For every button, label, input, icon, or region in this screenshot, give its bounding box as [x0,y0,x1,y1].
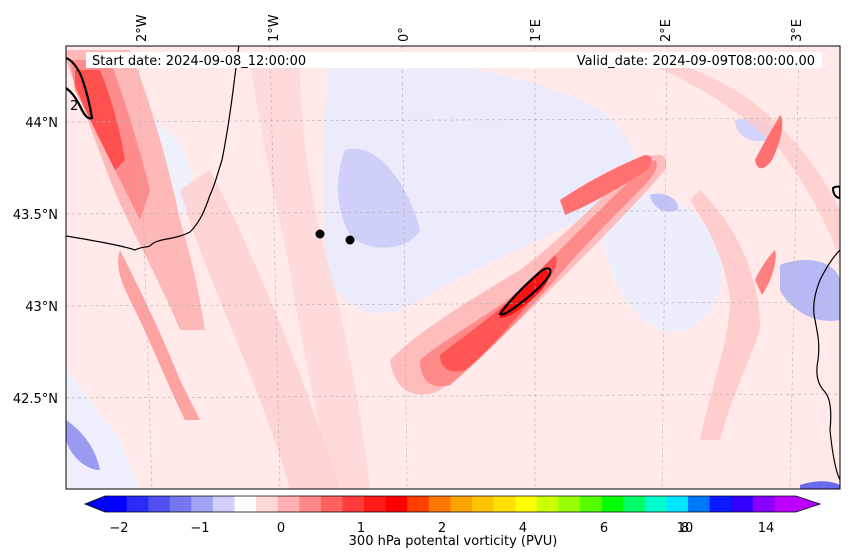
colorbar-cells [105,496,797,512]
colorbar-tick: 14 [758,521,775,536]
colorbar-cell [169,496,192,512]
colorbar-cell [688,496,711,512]
lat-tick: 43.5°N [13,208,58,223]
pv-field: 2 [66,46,840,489]
colorbar-cell [364,496,387,512]
colorbar-cell [385,496,408,512]
lat-tick: 42.5°N [13,392,58,407]
colorbar-cell [342,496,365,512]
lat-ticks: 44°N 43.5°N 43°N 42.5°N [13,116,58,407]
colorbar-tick: 0 [277,521,285,536]
colorbar-cell [558,496,581,512]
colorbar-cell [774,496,797,512]
pv-band-ne [640,60,840,260]
station-1 [315,229,325,239]
colorbar-cell [601,496,624,512]
coastline-mediterranean [813,249,840,481]
pv-neg-area-center [322,59,634,314]
colorbar-cell [493,496,516,512]
colorbar-cell [580,496,603,512]
lon-ticks: 2°W 1°W 0° 1°E 2°E 3°E [135,14,805,42]
colorbar-tick: −1 [190,521,209,536]
pv-streak-ne [755,115,783,169]
colorbar-cell [277,496,300,512]
colorbar-cell [299,496,322,512]
pv-neg-area-east [600,192,722,332]
map-frame [65,45,841,490]
colorbar-cell [450,496,473,512]
colorbar-cell [256,496,279,512]
colorbar-cell [666,496,689,512]
pv-streak-east [755,250,776,295]
colorbar-cell [536,496,559,512]
pv-band-middle [250,60,370,489]
colorbar-cell [234,496,257,512]
colorbar-cell [752,496,775,512]
colorbar-tick: −2 [109,521,128,536]
lat-tick: 43°N [25,300,58,315]
lon-tick: 1°E [529,19,544,42]
colorbar-cell [515,496,538,512]
pv-contour-2-nw [66,56,94,120]
colorbar-ticks: −2 −1 0 1 2 4 6 8 10 14 [109,521,774,536]
coastline-biscay [66,46,240,251]
colorbar-tick: 10 [677,521,694,536]
pv-band-south [180,170,340,489]
lon-tick: 2°W [135,14,150,42]
lon-tick: 1°W [267,14,282,42]
colorbar-min-extend [85,496,105,512]
pv-neg-blob-e2 [780,260,840,321]
map-panel: 2 Start date: 2024-09-08_12:00:00 Valid_… [65,45,841,490]
colorbar-cell [644,496,667,512]
pv-neg-blob-center [338,148,420,248]
valid-date-label: Valid_date: 2024-09-09T08:00:00.00 [577,54,815,69]
colorbar-cell [623,496,646,512]
colorbar-cell [191,496,214,512]
pv-neg-blob-sw [66,420,100,470]
pv-filament-core [500,270,550,318]
header-strip [86,52,822,68]
colorbar-cell [731,496,754,512]
colorbar-max-extend [796,496,820,512]
colorbar-cell [212,496,235,512]
colorbar-tick: 1 [357,521,365,536]
colorbar-cell [472,496,495,512]
colorbar-outline [83,495,822,513]
contour-label: 2 [70,99,78,114]
colorbar: −2 −1 0 1 2 4 6 8 10 14 300 hPa potental… [83,495,822,549]
lon-tick: 2°E [659,19,674,42]
colorbar-cell [105,496,127,512]
pv-streak-sw [118,250,200,420]
colorbar-cell [428,496,451,512]
pv-neg-blob-s [800,481,840,489]
colorbar-tick: 2 [438,521,446,536]
colorbar-tick: 6 [600,521,608,536]
lat-tick: 44°N [25,116,58,131]
colorbar-label: 300 hPa potental vorticity (PVU) [349,534,558,549]
lon-tick: 3°E [790,19,805,42]
colorbar-tick: 4 [519,521,527,536]
colorbar-cell [148,496,171,512]
lon-tick: 0° [397,27,412,42]
colorbar-cell [320,496,343,512]
pv-band-east [690,190,760,440]
colorbar-tick: 8 [681,521,689,536]
pv-contour-2-east [831,185,840,200]
colorbar-cell [709,496,732,512]
pv-filament-ne [560,155,652,215]
station-2 [345,235,355,245]
start-date-label: Start date: 2024-09-08_12:00:00 [92,54,306,69]
pv-contour-2-center [498,267,552,316]
pv-neg-blob-e1 [650,193,679,212]
colorbar-cell [407,496,430,512]
graticule [66,46,840,489]
colorbar-cell [126,496,149,512]
